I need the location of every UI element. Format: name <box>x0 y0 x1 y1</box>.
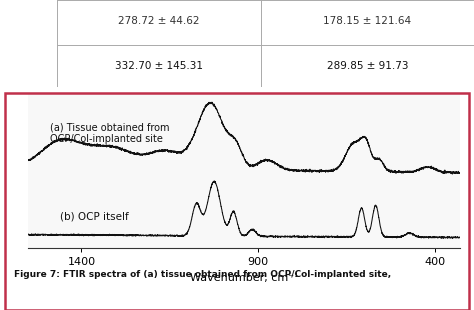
Text: 332.70 ± 145.31: 332.70 ± 145.31 <box>115 61 203 71</box>
Text: 178.15 ± 121.64: 178.15 ± 121.64 <box>323 16 411 26</box>
X-axis label: Wavenumber, cm⁻¹: Wavenumber, cm⁻¹ <box>190 272 299 283</box>
Text: Figure 7: FTIR spectra of (a) tissue obtained from OCP/Col-implanted site,: Figure 7: FTIR spectra of (a) tissue obt… <box>14 270 392 279</box>
Text: (b) OCP itself: (b) OCP itself <box>60 211 129 221</box>
Text: (a) Tissue obtained from
OCP/Col-implanted site: (a) Tissue obtained from OCP/Col-implant… <box>50 122 169 144</box>
Text: 278.72 ± 44.62: 278.72 ± 44.62 <box>118 16 200 26</box>
Text: 289.85 ± 91.73: 289.85 ± 91.73 <box>327 61 408 71</box>
